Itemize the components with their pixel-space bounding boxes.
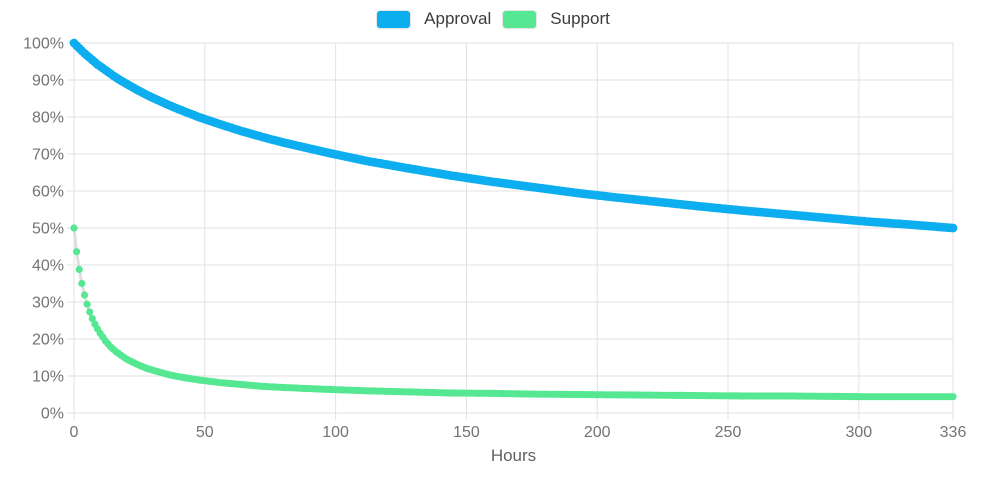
series-support-dot [80, 291, 89, 299]
x-tick-label: 300 [845, 424, 872, 441]
y-tick-label: 30% [32, 295, 64, 312]
x-tick-label: 50 [196, 424, 214, 441]
x-axis-title: Hours [490, 446, 537, 465]
series-support-line [72, 227, 953, 399]
series-support-dot [78, 279, 86, 288]
series-support-dot [83, 300, 91, 308]
legend-swatch-approval-icon [377, 10, 411, 28]
series-support-dot [73, 248, 81, 256]
legend-label-approval: Approval [424, 9, 492, 28]
x-tick-label: 0 [70, 424, 79, 441]
x-tick-label: 150 [453, 424, 480, 441]
series-support-dot [949, 393, 957, 401]
series-approval-dot [948, 223, 958, 233]
y-tick-label: 0% [41, 406, 64, 423]
series-approval-line [72, 41, 954, 230]
y-tick-label: 100% [23, 36, 64, 53]
x-tick-label: 336 [940, 424, 967, 441]
y-tick-label: 40% [32, 258, 64, 275]
series-support-dot [75, 265, 83, 273]
legend: Approval Support [0, 9, 987, 29]
y-tick-label: 70% [32, 147, 64, 164]
y-tick-label: 80% [32, 110, 64, 127]
y-tick-label: 50% [32, 221, 64, 238]
x-tick-label: 200 [584, 424, 611, 441]
legend-item-approval[interactable]: Approval [377, 9, 491, 29]
x-tick-label: 250 [715, 424, 742, 441]
legend-item-support[interactable]: Support [503, 9, 610, 29]
series-support-dot [70, 224, 78, 232]
legend-label-support: Support [550, 9, 610, 28]
series-support-dot [86, 308, 94, 316]
legend-swatch-support-icon [503, 10, 537, 28]
x-tick-label: 100 [322, 424, 349, 441]
y-tick-label: 20% [32, 332, 64, 349]
y-tick-label: 10% [32, 369, 64, 386]
series-support-dot [88, 315, 96, 323]
y-tick-label: 60% [32, 184, 64, 201]
y-tick-label: 90% [32, 73, 64, 90]
